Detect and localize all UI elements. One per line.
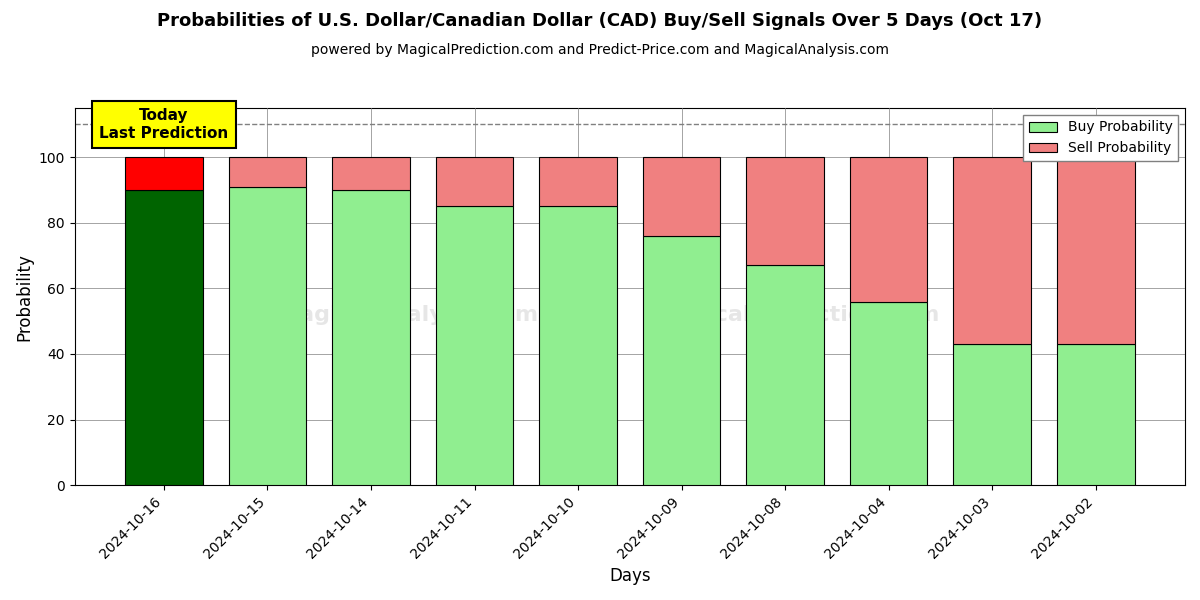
Bar (850, 157, 928, 302)
Bar (643, 157, 720, 236)
Bar (1057, 157, 1134, 344)
Bar (953, 157, 1031, 344)
X-axis label: Days: Days (610, 567, 650, 585)
Legend: Buy Probability, Sell Probability: Buy Probability, Sell Probability (1024, 115, 1178, 161)
Bar (746, 265, 824, 485)
Bar (1057, 344, 1134, 485)
Bar (539, 206, 617, 485)
Bar (125, 190, 203, 485)
Y-axis label: Probability: Probability (16, 253, 34, 341)
Bar (539, 157, 617, 206)
Bar (125, 157, 203, 190)
Bar (746, 157, 824, 265)
Bar (643, 236, 720, 485)
Bar (953, 344, 1031, 485)
Text: Today
Last Prediction: Today Last Prediction (100, 108, 228, 140)
Bar (436, 206, 514, 485)
Bar (436, 157, 514, 206)
Text: MagicalPrediction.com: MagicalPrediction.com (654, 305, 940, 325)
Bar (229, 187, 306, 485)
Text: powered by MagicalPrediction.com and Predict-Price.com and MagicalAnalysis.com: powered by MagicalPrediction.com and Pre… (311, 43, 889, 57)
Bar (332, 190, 410, 485)
Text: Probabilities of U.S. Dollar/Canadian Dollar (CAD) Buy/Sell Signals Over 5 Days : Probabilities of U.S. Dollar/Canadian Do… (157, 12, 1043, 30)
Text: MagicalAnalysis.com: MagicalAnalysis.com (277, 305, 539, 325)
Bar (229, 157, 306, 187)
Bar (850, 302, 928, 485)
Bar (332, 157, 410, 190)
